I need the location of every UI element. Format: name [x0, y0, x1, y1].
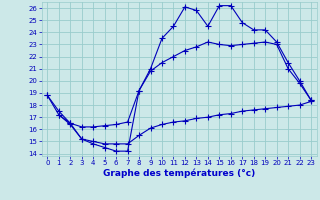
X-axis label: Graphe des températures (°c): Graphe des températures (°c): [103, 169, 255, 178]
